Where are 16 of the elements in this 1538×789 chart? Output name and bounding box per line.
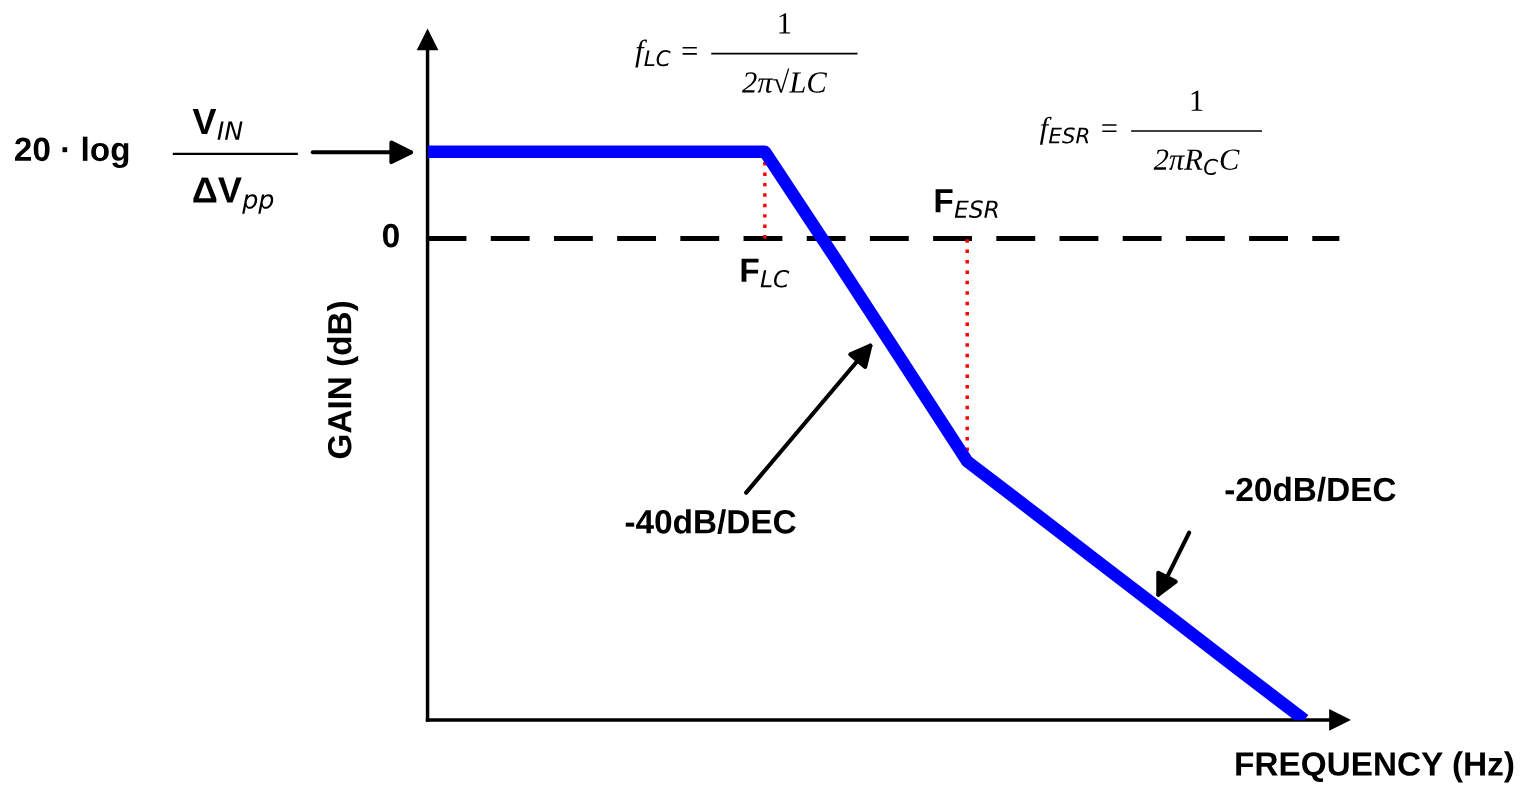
annotation: 2πR$_{C}$C bbox=[1153, 149, 1240, 175]
text: f$_{ESR}$ = bbox=[1039, 116, 1117, 145]
text: f$_{LC}$ = bbox=[635, 39, 697, 68]
text: 2π√LC bbox=[742, 68, 828, 93]
text: 1 bbox=[779, 13, 791, 34]
text: ΔV$_{pp}$ bbox=[193, 177, 274, 214]
text: 1 bbox=[1191, 90, 1203, 111]
annotation: -40dB/DEC bbox=[625, 509, 796, 534]
text: V$_{IN}$ bbox=[192, 109, 243, 140]
y-axis-title: GAIN (dB) bbox=[327, 301, 359, 459]
ref-line-label: 0 bbox=[382, 223, 399, 248]
annotation: F$_{ESR}$ bbox=[935, 189, 998, 219]
annotation: F$_{LC}$ bbox=[741, 258, 790, 288]
text: 20 · log bbox=[15, 136, 129, 168]
annotation: -20dB/DEC bbox=[1225, 476, 1396, 502]
x-axis-title: FREQUENCY (Hz) bbox=[1236, 751, 1514, 783]
